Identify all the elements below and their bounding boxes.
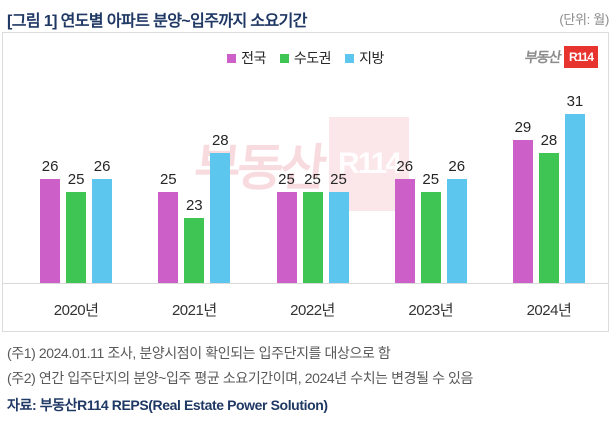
bar xyxy=(92,179,113,283)
bar-value-label: 28 xyxy=(540,132,558,149)
legend-item: 전국 xyxy=(227,48,266,68)
legend-swatch xyxy=(345,53,355,63)
legend-label: 지방 xyxy=(359,50,384,66)
legend-item: 지방 xyxy=(345,48,384,68)
bar-wrap: 26 xyxy=(446,158,467,283)
bar-value-label: 26 xyxy=(93,158,111,175)
bar-value-label: 28 xyxy=(211,132,229,149)
bar-wrap: 26 xyxy=(394,158,415,283)
bar-value-label: 25 xyxy=(67,171,85,188)
bar-wrap: 28 xyxy=(538,132,559,283)
bar-value-label: 25 xyxy=(278,171,295,188)
bar xyxy=(564,114,585,283)
category-label: 2022년 xyxy=(290,302,335,319)
bar-value-label: 23 xyxy=(185,197,203,214)
bar-wrap: 25 xyxy=(66,171,87,283)
legend-swatch xyxy=(279,53,289,63)
bar xyxy=(538,153,559,283)
unit-label: (단위: 월) xyxy=(559,12,609,27)
category-axis: 2020년 2021년 2022년 2023년 2024년 xyxy=(3,299,608,320)
bar-wrap: 23 xyxy=(184,197,205,283)
bar xyxy=(420,192,441,283)
bar-value-label: 25 xyxy=(159,171,177,188)
bar-value-label: 26 xyxy=(41,158,59,175)
bar xyxy=(446,179,467,283)
bar xyxy=(512,140,533,283)
legend-label: 전국 xyxy=(241,50,266,66)
brand-logo-mark: R114 xyxy=(563,46,598,68)
bar xyxy=(328,192,349,283)
chart-legend: 전국 수도권 지방 xyxy=(3,48,608,68)
bar-wrap: 29 xyxy=(512,119,533,283)
footnotes: (주1) 2024.01.11 조사, 분양시점이 확인되는 입주단지를 대상으… xyxy=(7,341,473,418)
bar-value-label: 31 xyxy=(566,93,584,110)
bar-wrap: 25 xyxy=(158,171,179,283)
bar-value-label: 25 xyxy=(304,171,321,188)
figure-title: [그림 1] 연도별 아파트 분양~입주까지 소요기간 xyxy=(7,13,307,30)
bar-wrap: 25 xyxy=(420,171,441,283)
bar-value-label: 25 xyxy=(330,171,347,188)
bar xyxy=(394,179,415,283)
bar-group: 29 28 31 xyxy=(490,93,608,283)
bar-wrap: 25 xyxy=(276,171,297,283)
bar-wrap: 26 xyxy=(92,158,113,283)
source-line: 자료: 부동산R114 REPS(Real Estate Power Solut… xyxy=(7,397,328,413)
bar-wrap: 26 xyxy=(40,158,61,283)
note-2: (주2) 연간 입주단지의 분양~입주 평균 소요기간이며, 2024년 수치는… xyxy=(7,370,474,386)
category-label: 2023년 xyxy=(408,302,454,319)
bar-value-label: 26 xyxy=(396,158,414,175)
bar-group: 26 25 26 xyxy=(372,158,490,283)
legend-label: 수도권 xyxy=(293,50,332,66)
bar-group: 25 23 28 xyxy=(135,132,253,283)
chart-panel: 전국 수도권 지방 부동산 R114 부동산 R114 26 25 26 25 23 28 25… xyxy=(2,32,609,332)
legend-item: 수도권 xyxy=(279,48,332,68)
legend-swatch xyxy=(227,53,237,63)
bar-wrap: 25 xyxy=(328,171,349,283)
bar-wrap: 28 xyxy=(210,132,231,283)
bar-value-label: 26 xyxy=(448,158,466,175)
bar-value-label: 29 xyxy=(514,119,532,136)
bar xyxy=(184,218,205,283)
bar xyxy=(276,192,297,283)
brand-logo: 부동산 R114 xyxy=(524,46,598,68)
category-label: 2020년 xyxy=(53,302,99,319)
brand-logo-text: 부동산 xyxy=(524,49,563,65)
bar xyxy=(158,192,179,283)
plot-area: 26 25 26 25 23 28 25 25 25 26 25 26 29 28 31 xyxy=(3,84,608,284)
bar xyxy=(40,179,61,283)
note-1: (주1) 2024.01.11 조사, 분양시점이 확인되는 입주단지를 대상으… xyxy=(7,345,391,361)
category-label: 2021년 xyxy=(171,302,217,319)
category-label: 2024년 xyxy=(526,302,572,319)
bar-wrap: 25 xyxy=(302,171,323,283)
bar-wrap: 31 xyxy=(564,93,585,283)
bar xyxy=(210,153,231,283)
bar-group: 26 25 26 xyxy=(17,158,135,283)
bar xyxy=(302,192,323,283)
bar-group: 25 25 25 xyxy=(253,171,371,283)
bar xyxy=(66,192,87,283)
bar-value-label: 25 xyxy=(422,171,440,188)
